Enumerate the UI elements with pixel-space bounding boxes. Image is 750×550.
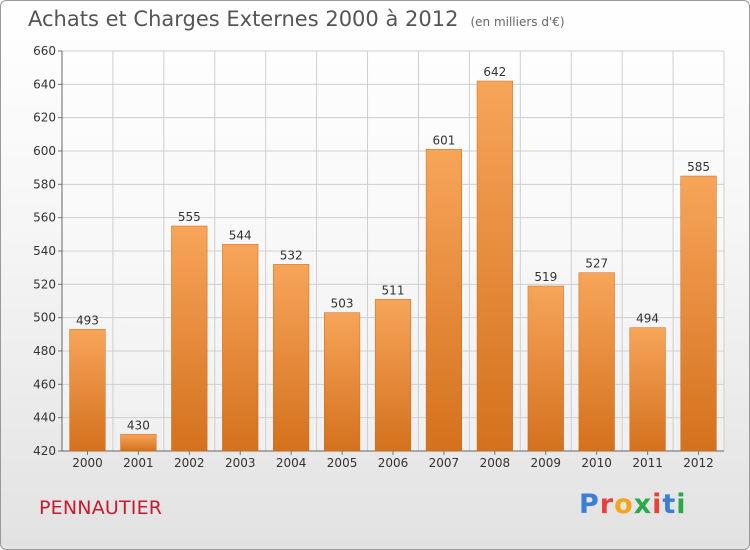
x-tick-label: 2002 (174, 456, 205, 470)
bar (171, 225, 208, 452)
bar (578, 272, 615, 452)
y-tick-label: 640 (33, 77, 56, 91)
chart-unit: (en milliers d'€) (470, 15, 565, 29)
y-tick-label: 660 (33, 44, 56, 58)
bar (324, 312, 361, 452)
bar-value-label: 511 (382, 283, 405, 297)
x-tick-label: 2006 (378, 456, 409, 470)
y-tick-label: 440 (33, 411, 56, 425)
bar (69, 329, 106, 452)
x-tick-label: 2008 (480, 456, 511, 470)
x-tick-label: 2009 (530, 456, 561, 470)
logo-letter: r (599, 489, 615, 520)
commune-name: PENNAUTIER (39, 497, 163, 519)
bar-value-label: 544 (229, 228, 252, 242)
bar-value-label: 527 (585, 257, 608, 271)
chart-title-text: Achats et Charges Externes 2000 à 2012 (28, 7, 459, 31)
y-tick-label: 460 (33, 377, 56, 391)
bar (273, 264, 310, 452)
y-tick-label: 480 (33, 344, 56, 358)
bar-value-label: 430 (127, 418, 150, 432)
bar-value-label: 642 (483, 65, 506, 79)
bar-value-label: 503 (331, 297, 354, 311)
bar-value-label: 494 (636, 312, 659, 326)
bar (680, 175, 717, 452)
y-tick-label: 520 (33, 277, 56, 291)
logo-letter: t (662, 489, 677, 520)
proxiti-logo[interactable]: Proxiti (579, 489, 687, 520)
x-tick-label: 2005 (327, 456, 358, 470)
x-tick-label: 2007 (429, 456, 460, 470)
logo-letter: i (676, 489, 687, 520)
x-tick-label: 2004 (276, 456, 307, 470)
bar-value-label: 532 (280, 248, 303, 262)
logo-letter: i (652, 489, 663, 520)
x-tick-label: 2010 (581, 456, 612, 470)
y-tick-label: 580 (33, 177, 56, 191)
chart-title: Achats et Charges Externes 2000 à 2012 (e… (28, 7, 565, 31)
x-tick-label: 2012 (683, 456, 714, 470)
y-tick-label: 500 (33, 311, 56, 325)
logo-letter: x (633, 489, 653, 520)
bar-value-label: 519 (534, 270, 557, 284)
x-tick-label: 2001 (123, 456, 154, 470)
x-tick-label: 2003 (225, 456, 256, 470)
bar-value-label: 585 (687, 160, 710, 174)
bar-value-label: 493 (76, 313, 99, 327)
x-tick-label: 2000 (72, 456, 103, 470)
bar (374, 299, 412, 452)
y-tick-label: 620 (33, 111, 56, 125)
y-tick-label: 540 (33, 244, 56, 258)
bar (629, 327, 666, 452)
bar (476, 80, 513, 452)
bar (222, 244, 259, 452)
bar (527, 285, 564, 452)
y-tick-label: 420 (33, 444, 56, 458)
y-tick-label: 560 (33, 211, 56, 225)
x-tick-label: 2011 (632, 456, 663, 470)
y-tick-label: 600 (33, 144, 56, 158)
bar (425, 149, 462, 452)
logo-letter: o (614, 489, 634, 520)
logo-letter: P (579, 489, 600, 520)
bar (120, 434, 157, 452)
bar-value-label: 555 (178, 210, 201, 224)
bar-value-label: 601 (432, 133, 455, 147)
